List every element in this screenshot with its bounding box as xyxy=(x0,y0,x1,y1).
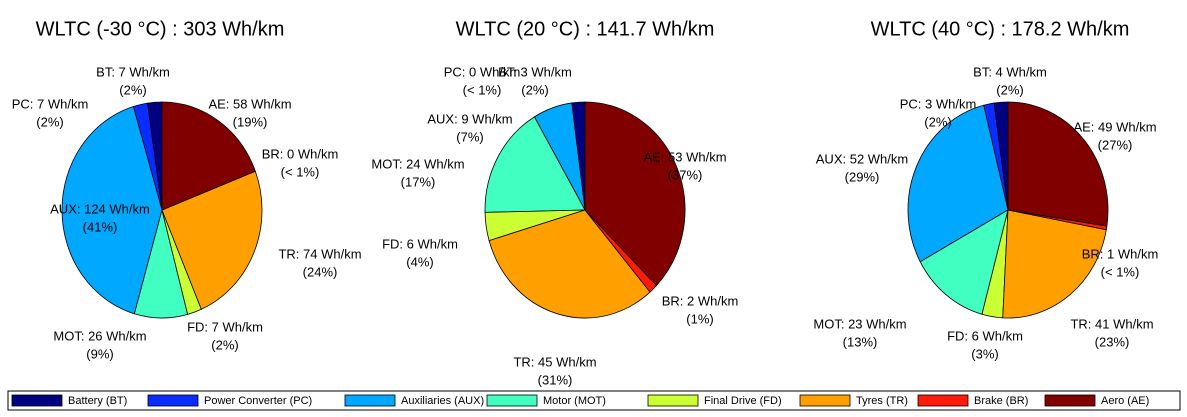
slice-percent: (< 1%) xyxy=(281,164,320,179)
slice-label: FD: 6 Wh/km xyxy=(947,328,1023,343)
legend-swatch xyxy=(1044,394,1096,407)
slice-label: BR: 1 Wh/km xyxy=(1082,246,1159,261)
slice-percent: (19%) xyxy=(233,114,268,129)
legend-swatch xyxy=(917,394,969,407)
pie-slice xyxy=(919,209,1009,315)
legend-label: Brake (BR) xyxy=(974,395,1028,407)
legend-label: Aero (AE) xyxy=(1101,395,1149,407)
slice-percent: (7%) xyxy=(456,129,483,144)
legend-label: Final Drive (FD) xyxy=(704,395,782,407)
slice-label: FD: 7 Wh/km xyxy=(187,319,263,334)
slice-percent: (2%) xyxy=(996,82,1023,97)
slice-label: AUX: 9 Wh/km xyxy=(427,111,512,126)
slice-percent: (2%) xyxy=(924,114,951,129)
pie-slice xyxy=(488,209,651,319)
pie-slice xyxy=(484,116,586,213)
legend-swatch xyxy=(647,394,699,407)
slice-percent: (37%) xyxy=(668,167,703,182)
slice-percent: (9%) xyxy=(86,346,113,361)
chart-title: WLTC (40 °C) : 178.2 Wh/km xyxy=(871,18,1130,40)
slice-label: AE: 53 Wh/km xyxy=(643,149,726,164)
legend-label: Motor (MOT) xyxy=(543,395,606,407)
slice-percent: (2%) xyxy=(211,337,238,352)
slice-label: AE: 49 Wh/km xyxy=(1073,119,1156,134)
chart-title: WLTC (-30 °C) : 303 Wh/km xyxy=(36,18,285,40)
pie-slice xyxy=(907,104,1009,263)
slice-label: MOT: 26 Wh/km xyxy=(53,328,146,343)
slice-label: PC: 3 Wh/km xyxy=(900,96,977,111)
legend-swatch xyxy=(11,394,63,407)
pie-slice xyxy=(61,106,163,315)
slice-percent: (2%) xyxy=(36,114,63,129)
slice-percent: (29%) xyxy=(845,169,880,184)
slice-label: AE: 58 Wh/km xyxy=(208,96,291,111)
slice-percent: (4%) xyxy=(406,254,433,269)
legend-swatch xyxy=(147,394,199,407)
legend-label: Auxiliaries (AUX) xyxy=(401,395,484,407)
slice-percent: (24%) xyxy=(303,264,338,279)
slice-percent: (13%) xyxy=(843,334,878,349)
slice-percent: (41%) xyxy=(83,219,118,234)
slice-percent: (< 1%) xyxy=(463,82,502,97)
slice-label: PC: 0 Wh/km xyxy=(444,64,521,79)
slice-percent: (2%) xyxy=(521,82,548,97)
slice-label: TR: 41 Wh/km xyxy=(1070,316,1153,331)
slice-label: PC: 7 Wh/km xyxy=(12,96,89,111)
pie-slice xyxy=(1002,209,1107,319)
slice-label: MOT: 23 Wh/km xyxy=(813,316,906,331)
slice-label: TR: 45 Wh/km xyxy=(513,354,596,369)
slice-label: BR: 0 Wh/km xyxy=(262,146,339,161)
slice-percent: (31%) xyxy=(538,372,573,387)
legend-label: Tyres (TR) xyxy=(856,395,908,407)
legend-label: Power Converter (PC) xyxy=(204,395,312,407)
slice-label: MOT: 24 Wh/km xyxy=(371,156,464,171)
slice-label: BT: 3 Wh/km xyxy=(498,64,572,79)
slice-label: BT: 4 Wh/km xyxy=(973,64,1047,79)
slice-percent: (17%) xyxy=(401,174,436,189)
legend-swatch xyxy=(344,394,396,407)
slice-label: AUX: 124 Wh/km xyxy=(50,201,150,216)
slice-percent: (27%) xyxy=(1098,137,1133,152)
slice-label: BR: 2 Wh/km xyxy=(662,293,739,308)
slice-percent: (23%) xyxy=(1095,334,1130,349)
pie-slice xyxy=(1007,101,1109,227)
pie-slice xyxy=(584,101,686,287)
legend-swatch xyxy=(486,394,538,407)
pie-slice xyxy=(161,101,256,211)
legend-label: Battery (BT) xyxy=(68,395,127,407)
slice-percent: (3%) xyxy=(971,346,998,361)
slice-label: FD: 6 Wh/km xyxy=(382,236,458,251)
slice-label: TR: 74 Wh/km xyxy=(278,246,361,261)
legend-swatch xyxy=(799,394,851,407)
chart-title: WLTC (20 °C) : 141.7 Wh/km xyxy=(456,18,715,40)
slice-percent: (2%) xyxy=(119,82,146,97)
slice-label: AUX: 52 Wh/km xyxy=(816,151,908,166)
legend-box xyxy=(7,390,1181,411)
slice-percent: (< 1%) xyxy=(1101,264,1140,279)
slice-label: BT: 7 Wh/km xyxy=(96,64,170,79)
slice-percent: (1%) xyxy=(686,311,713,326)
pie-slice xyxy=(161,170,263,310)
